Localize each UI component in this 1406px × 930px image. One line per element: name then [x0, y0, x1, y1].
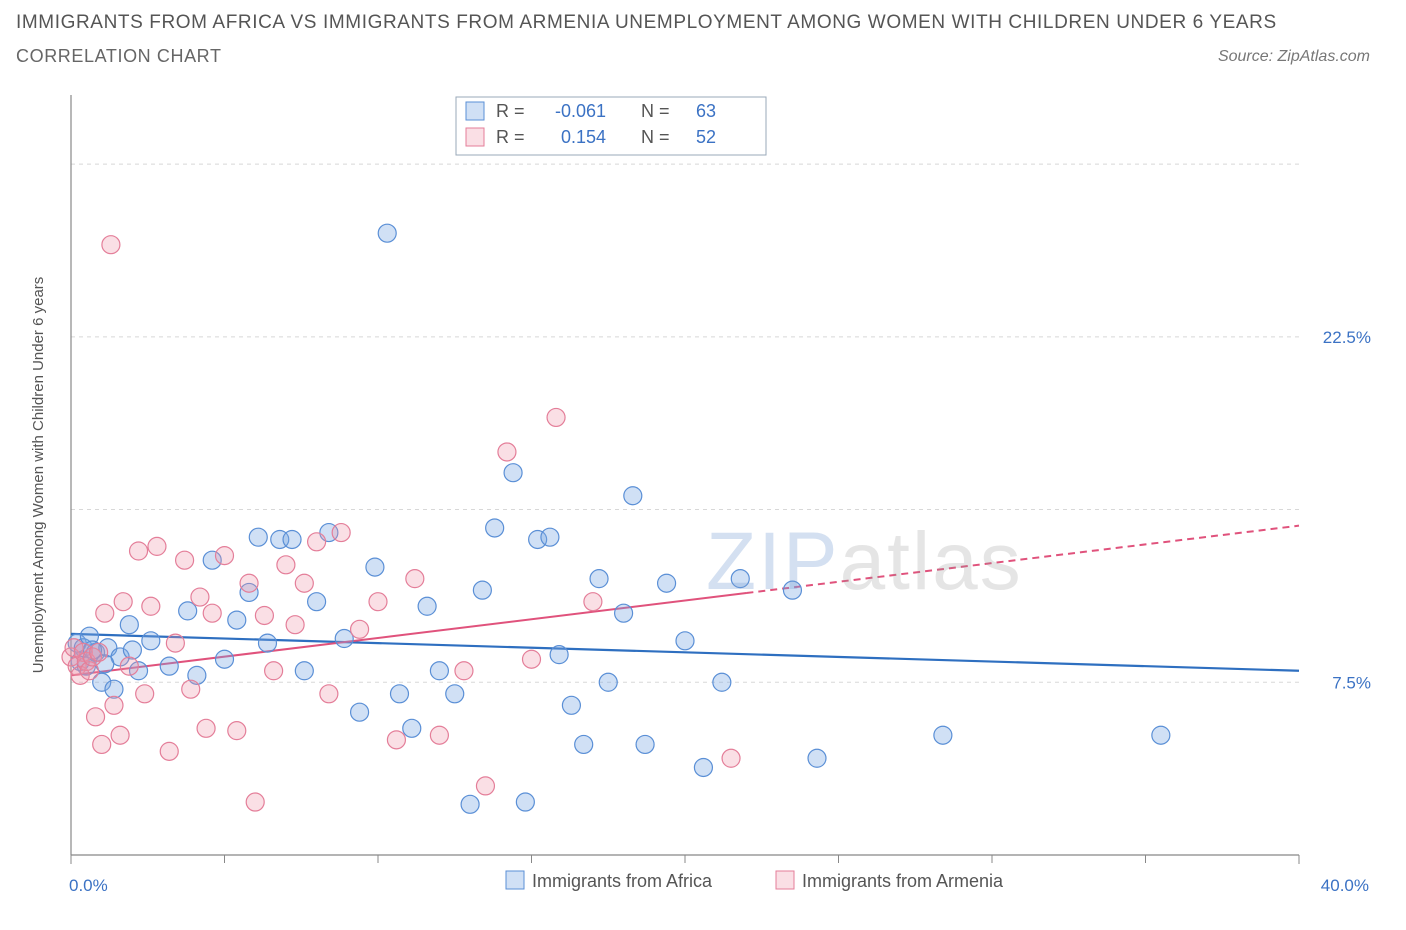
- chart-subheader: CORRELATION CHART Source: ZipAtlas.com: [16, 46, 1390, 67]
- svg-text:0.0%: 0.0%: [69, 876, 108, 895]
- svg-text:R =: R =: [496, 101, 525, 121]
- chart-header: IMMIGRANTS FROM AFRICA VS IMMIGRANTS FRO…: [0, 0, 1406, 71]
- source-prefix: Source:: [1218, 48, 1278, 65]
- svg-text:Immigrants from Africa: Immigrants from Africa: [532, 871, 713, 891]
- svg-text:Unemployment Among Women with: Unemployment Among Women with Children U…: [30, 277, 47, 674]
- svg-text:-0.061: -0.061: [555, 101, 606, 121]
- source-name: ZipAtlas.com: [1278, 48, 1370, 65]
- chart-title: IMMIGRANTS FROM AFRICA VS IMMIGRANTS FRO…: [16, 12, 1390, 34]
- svg-text:Immigrants from Armenia: Immigrants from Armenia: [802, 871, 1004, 891]
- chart-container: 7.5% 22.5% 0.0% 40.0% Unemployment Among Wom…: [16, 85, 1390, 914]
- svg-text:7.5%: 7.5%: [1332, 673, 1371, 692]
- correlation-scatter-chart: 7.5% 22.5% 0.0% 40.0% Unemployment Among Wom…: [16, 85, 1390, 914]
- chart-source: Source: ZipAtlas.com: [1218, 48, 1390, 66]
- svg-text:N =: N =: [641, 127, 670, 147]
- svg-text:40.0%: 40.0%: [1321, 876, 1369, 895]
- svg-text:52: 52: [696, 127, 716, 147]
- chart-subtitle: CORRELATION CHART: [16, 46, 222, 67]
- svg-text:63: 63: [696, 101, 716, 121]
- svg-text:R =: R =: [496, 127, 525, 147]
- svg-text:N =: N =: [641, 101, 670, 121]
- svg-text:22.5%: 22.5%: [1323, 328, 1371, 347]
- svg-text:0.154: 0.154: [561, 127, 606, 147]
